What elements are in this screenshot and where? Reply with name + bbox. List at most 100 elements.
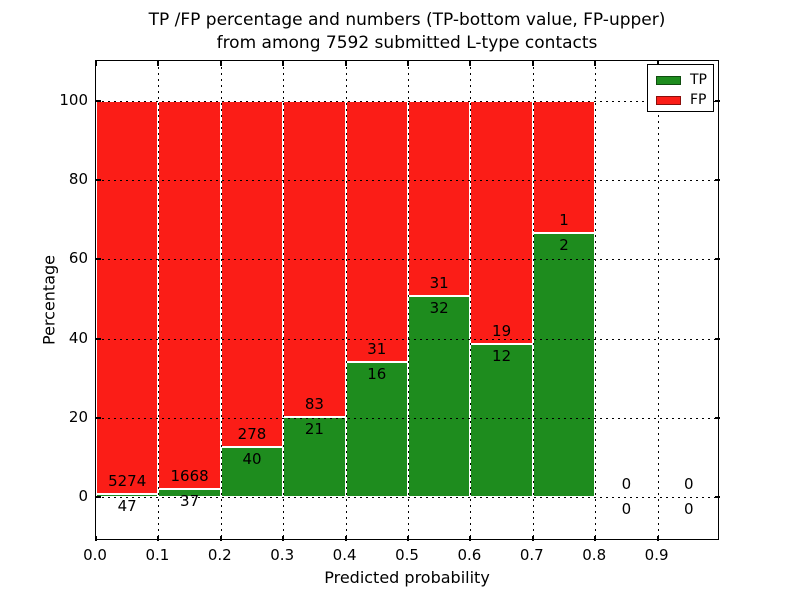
x-tick-mark-top — [95, 61, 97, 66]
x-gridline — [158, 61, 160, 541]
tp-bar-segment — [470, 343, 533, 498]
x-gridline — [532, 61, 534, 541]
tp-bar-segment — [532, 232, 596, 498]
x-tick-mark — [219, 536, 222, 541]
y-tick-mark-right — [715, 99, 720, 102]
fp-count-label: 0 — [684, 475, 694, 494]
tp-count-label: 21 — [304, 420, 324, 439]
tp-swatch-icon — [656, 75, 681, 85]
y-tick-mark — [96, 99, 101, 102]
fp-swatch-icon — [656, 95, 681, 105]
x-gridline — [408, 61, 409, 541]
tp-bar-segment — [408, 295, 471, 498]
tp-count-label: 0 — [684, 500, 694, 519]
x-tick-mark-top — [656, 61, 659, 66]
x-tick-mark — [344, 536, 347, 541]
x-tick-mark-top — [344, 61, 347, 66]
y-tick-label: 40 — [68, 328, 88, 347]
tp-bar-segment — [220, 447, 284, 498]
legend-entry-fp: FP — [656, 91, 707, 109]
fp-bar-segment — [345, 100, 408, 363]
chart-title: TP /FP percentage and numbers (TP-bottom… — [95, 9, 719, 55]
y-gridline — [96, 418, 720, 420]
tp-count-label: 16 — [367, 365, 387, 384]
y-tick-mark — [96, 337, 101, 340]
y-gridline — [96, 259, 720, 261]
fp-count-label: 31 — [367, 340, 387, 359]
tp-bar-segment — [283, 417, 346, 498]
x-tick-label: 0.9 — [644, 546, 669, 564]
y-tick-mark — [96, 417, 101, 420]
fp-count-label: 1668 — [170, 466, 209, 485]
tp-count-label: 0 — [621, 500, 632, 519]
tp-count-label: 2 — [559, 235, 569, 254]
fp-count-label: 5274 — [108, 471, 147, 490]
fp-count-label: 278 — [237, 425, 267, 444]
tp-count-label: 37 — [180, 491, 200, 510]
fp-bar-segment — [408, 100, 471, 296]
y-tick-mark-right — [715, 179, 720, 181]
x-tick-mark — [594, 536, 597, 541]
x-axis-label: Predicted probability — [324, 568, 490, 587]
x-tick-label: 0.8 — [582, 546, 607, 564]
tp-bar-segment — [345, 362, 408, 498]
x-tick-mark-top — [407, 61, 409, 66]
y-tick-mark-right — [715, 258, 720, 261]
legend-entry-tp: TP — [656, 71, 707, 89]
x-gridline — [595, 61, 597, 541]
y-gridline — [96, 497, 720, 499]
legend: TP FP — [647, 64, 714, 112]
plot-area: 5274 47 1668 37 278 40 83 21 31 16 31 32 19 12 1 2 0 0 0 0 — [95, 60, 720, 541]
x-tick-mark-top — [531, 61, 534, 66]
x-tick-mark — [531, 536, 534, 541]
fp-bar-segment — [470, 100, 533, 344]
x-tick-label: 0.5 — [395, 546, 419, 564]
fp-count-label: 0 — [621, 475, 632, 494]
x-tick-mark-top — [219, 61, 222, 66]
x-tick-label: 0.3 — [270, 546, 295, 564]
y-tick-mark — [96, 258, 101, 261]
x-tick-label: 0.7 — [519, 546, 544, 564]
x-tick-mark — [407, 536, 409, 541]
fp-bar-segment — [283, 100, 346, 418]
y-tick-label: 0 — [78, 487, 88, 506]
y-tick-mark-right — [715, 417, 720, 420]
legend-label-tp: TP — [690, 72, 707, 88]
y-tick-mark-right — [715, 496, 720, 499]
y-gridline — [96, 338, 720, 340]
tp-count-label: 12 — [492, 346, 512, 365]
x-gridline — [283, 61, 285, 541]
tp-count-label: 32 — [429, 298, 449, 317]
y-gridline — [96, 180, 720, 181]
x-tick-mark — [95, 536, 97, 541]
y-tick-label: 80 — [68, 170, 88, 188]
fp-count-label: 19 — [492, 321, 512, 340]
legend-label-fp: FP — [690, 92, 707, 108]
x-tick-label: 0.0 — [83, 546, 107, 564]
fp-count-label: 83 — [304, 395, 324, 414]
x-tick-mark-top — [594, 61, 597, 66]
chart-title-line1: TP /FP percentage and numbers (TP-bottom… — [148, 10, 666, 30]
x-tick-mark-top — [282, 61, 285, 66]
y-tick-label: 20 — [68, 408, 88, 427]
x-tick-mark — [157, 536, 160, 541]
x-gridline — [657, 61, 659, 541]
fp-bar-segment — [96, 100, 159, 494]
fp-count-label: 1 — [559, 210, 569, 229]
x-tick-mark — [282, 536, 285, 541]
y-tick-mark-right — [715, 337, 720, 340]
y-tick-mark — [96, 496, 101, 499]
tp-bar-segment — [96, 493, 159, 498]
tp-count-label: 47 — [117, 496, 137, 515]
x-tick-mark — [469, 536, 472, 541]
fp-bar-segment — [158, 100, 221, 489]
x-tick-label: 0.4 — [332, 546, 357, 564]
y-tick-label: 100 — [59, 90, 88, 109]
y-tick-mark — [96, 179, 101, 181]
x-tick-mark-top — [469, 61, 472, 66]
x-tick-mark-top — [157, 61, 160, 66]
x-tick-label: 0.6 — [457, 546, 482, 564]
tp-count-label: 40 — [242, 450, 262, 469]
x-tick-label: 0.1 — [145, 546, 170, 564]
